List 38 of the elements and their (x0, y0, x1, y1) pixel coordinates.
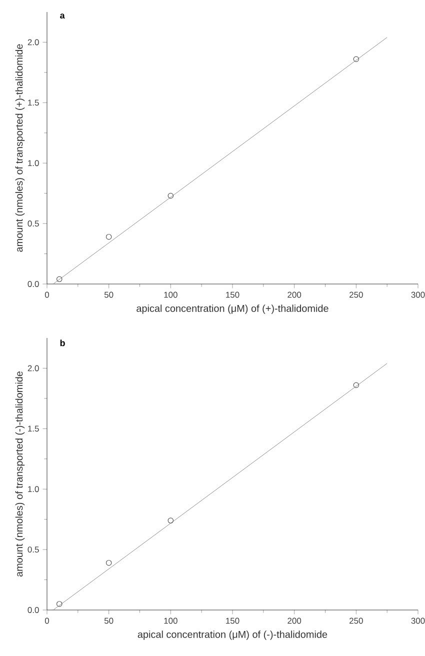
y-tick-label: 0.5 (28, 220, 39, 227)
x-tick-label: 200 (288, 618, 302, 624)
x-tick-label: 50 (104, 618, 114, 624)
point (168, 192, 174, 199)
y-tick-label: 0.0 (28, 281, 39, 287)
x-tick-label: 100 (164, 618, 178, 624)
point (106, 560, 112, 566)
point (56, 276, 62, 282)
y-tick-label: 0.0 (28, 607, 39, 613)
chart-title: a (60, 14, 65, 19)
x-tick-label: 0 (44, 292, 50, 298)
x-tick-label: 50 (104, 292, 114, 298)
y-tick-label: 1.5 (28, 426, 39, 432)
y-tick-label: 0.5 (28, 546, 39, 553)
x-tick-label: 250 (350, 618, 363, 624)
x-tick-label: 250 (350, 292, 363, 298)
x-tick-label: 300 (411, 618, 425, 624)
chart-title: b (60, 340, 65, 346)
x-axis-title: apical concentration (μM) of (+)-thalidomide (136, 304, 328, 314)
x-tick-label: 0 (44, 618, 50, 624)
y-tick-label: 2.0 (28, 39, 39, 46)
y-tick-label: 1.5 (28, 100, 39, 106)
point (106, 234, 112, 240)
x-tick-label: 150 (226, 292, 240, 298)
y-tick-label: 2.0 (28, 365, 39, 372)
x-tick-label: 100 (164, 292, 178, 298)
point (353, 382, 360, 388)
x-tick-label: 150 (226, 618, 240, 624)
x-axis-title: apical concentration (μM) of (-)-thalidomide (138, 630, 328, 640)
point (56, 601, 62, 607)
x-tick-label: 300 (411, 292, 425, 298)
point (353, 56, 360, 62)
y-axis-title: amount (nmoles) of transported (-)-thalidomide (15, 371, 25, 577)
y-tick-label: 1.0 (28, 486, 39, 492)
y-axis-title: amount (nmoles) of transported (+)-thalidomide (15, 44, 25, 252)
point (168, 518, 174, 524)
x-tick-label: 200 (288, 292, 302, 298)
y-tick-label: 1.0 (28, 160, 39, 166)
